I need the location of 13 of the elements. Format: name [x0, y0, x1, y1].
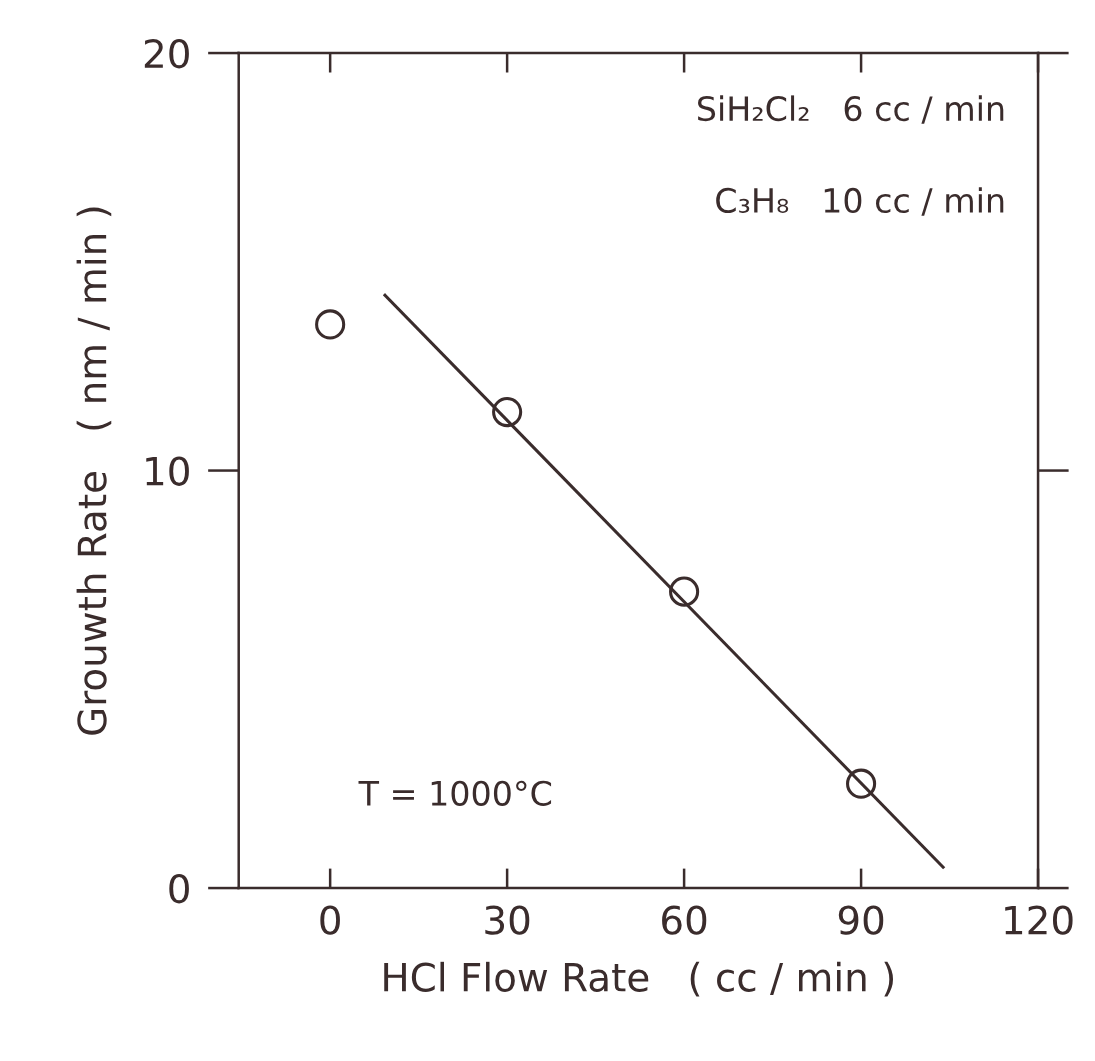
x-tick-label: 120 — [1005, 905, 1073, 935]
y-tick-label: 10 — [146, 456, 189, 486]
x-tick-label: 90 — [838, 905, 884, 935]
x-tick-label: 30 — [485, 905, 530, 935]
annotation: T = 1000°C — [358, 780, 552, 806]
x-axis-title: HCl Flow Rate ( cc / min ) — [384, 961, 894, 997]
x-tick-label: 60 — [662, 905, 707, 935]
x-tick-label: 0 — [320, 905, 340, 935]
y-axis-title: Grouwth Rate ( nm / min ) — [76, 207, 112, 735]
y-tick-label: 20 — [144, 38, 189, 69]
y-tick-label: 0 — [169, 873, 189, 904]
annotation: C₃H₈ 10 cc / min — [716, 187, 1004, 216]
annotation: SiH₂Cl₂ 6 cc / min — [698, 95, 1004, 124]
